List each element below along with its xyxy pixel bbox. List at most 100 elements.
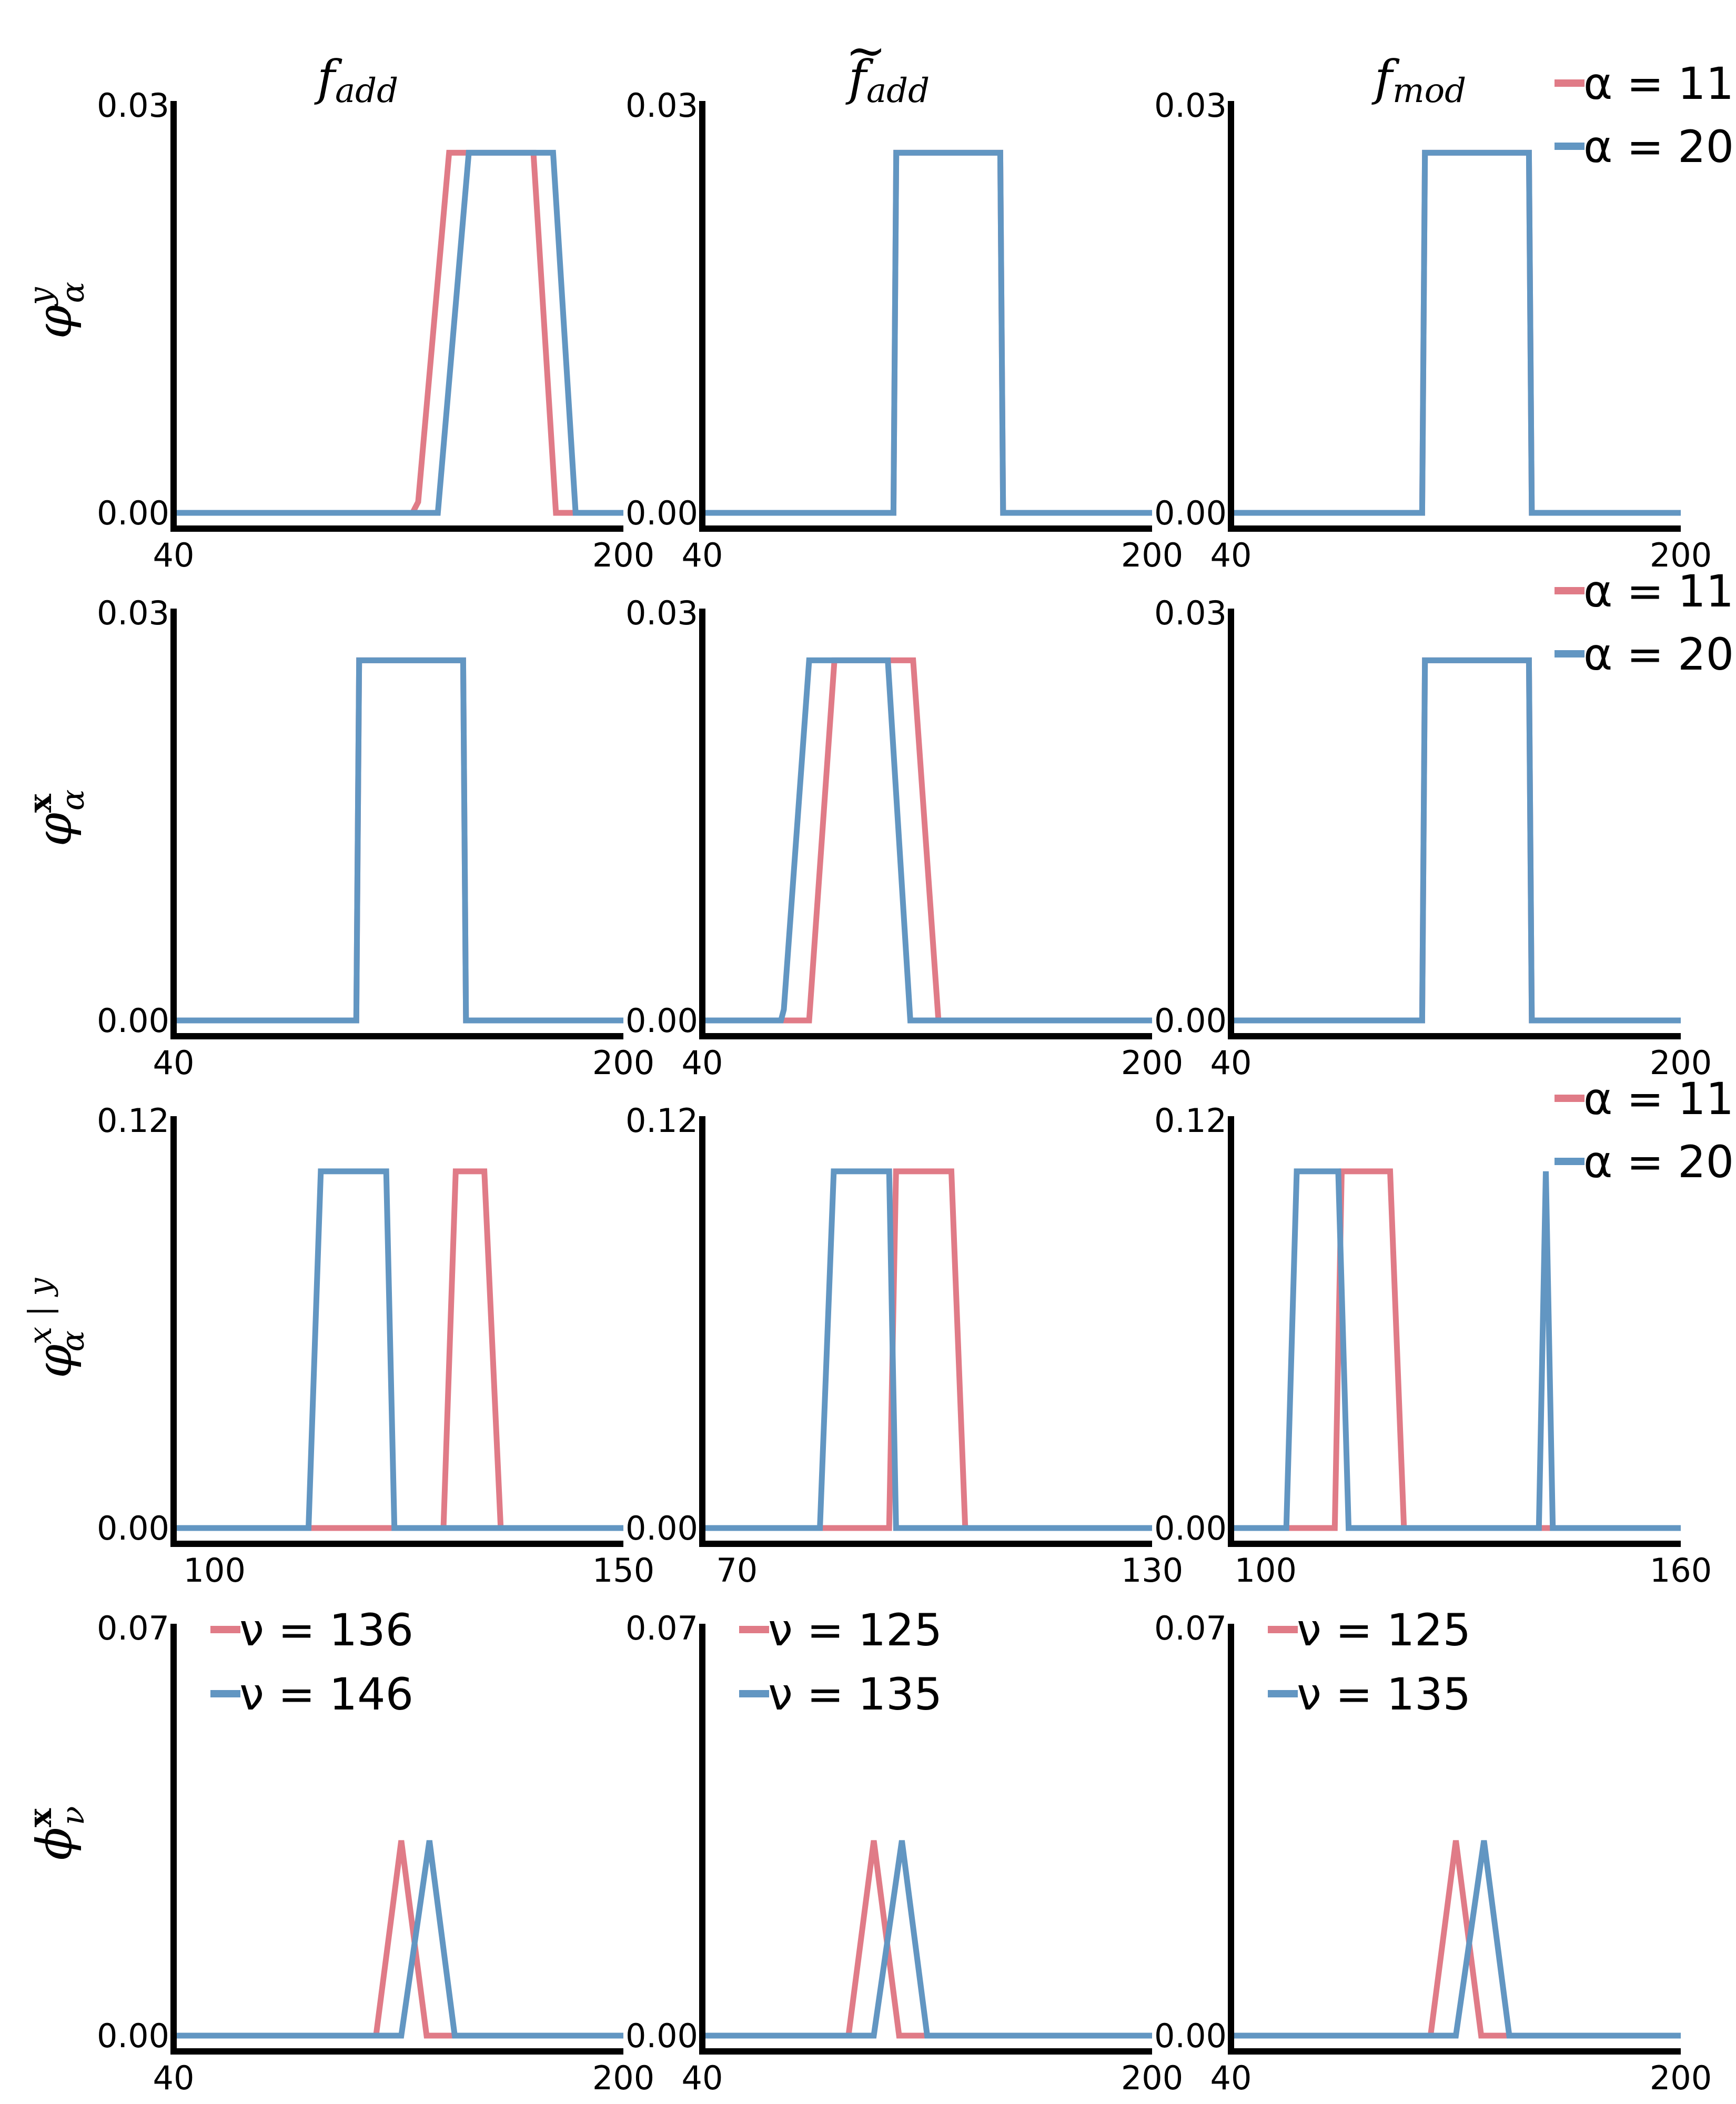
series-line-blue-r3-c0 <box>174 1840 623 2039</box>
legend-inset-r3-c1: ν = 125 ν = 135 <box>739 1604 942 1720</box>
legend-label: ν = 125 <box>1297 1604 1471 1656</box>
legend-label: α = 11 <box>1583 1073 1734 1125</box>
series-line-red-r3-c1 <box>702 1840 1152 2039</box>
series-line-blue-r0-c2 <box>1231 149 1681 516</box>
panel-r3-c1: 0.00 0.07 40 200 <box>625 1609 1183 2097</box>
y-tick-label-min: 0.00 <box>1154 1002 1227 1040</box>
legends: α = 11 α = 20 α = 11 α = 20 α = 11 α = 20 ν = … <box>210 58 1734 1720</box>
series-line-blue-r2-c0 <box>174 1168 623 1531</box>
x-tick-label-min: 100 <box>184 1551 246 1590</box>
panel-r0-c0: 0.00 0.03 40 200 <box>97 86 654 574</box>
legend-label: ν = 135 <box>768 1668 942 1720</box>
y-tick-label-min: 0.00 <box>625 494 698 532</box>
series-line-blue-r1-c1 <box>702 657 1152 1024</box>
x-tick-label-min: 100 <box>1235 1551 1297 1590</box>
legend-right-r2: α = 11 α = 20 <box>1555 1073 1734 1188</box>
x-tick-label-max: 200 <box>592 1044 654 1082</box>
x-tick-label-min: 40 <box>153 1044 195 1082</box>
row-label-phi-x-given-y-alpha: φx | yα <box>22 1278 92 1379</box>
series-line-red-r2-c0 <box>174 1168 623 1531</box>
x-tick-label-max: 200 <box>1650 1044 1712 1082</box>
x-tick-label-min: 40 <box>682 1044 723 1082</box>
x-tick-label-min: 40 <box>682 536 723 574</box>
panel-r0-c2: 0.00 0.03 40 200 <box>1154 86 1712 574</box>
series-line-blue-r2-c2 <box>1231 1168 1681 1531</box>
y-tick-label-min: 0.00 <box>625 1002 698 1040</box>
series-line-red-r2-c2 <box>1231 1168 1681 1531</box>
x-tick-label-min: 40 <box>153 536 195 574</box>
legend-label: α = 20 <box>1583 121 1734 173</box>
tilde-accent: ~ <box>845 23 886 79</box>
legend-label: ν = 135 <box>1297 1668 1471 1720</box>
series-line-red-r1-c1 <box>702 657 1152 1024</box>
x-tick-label-max: 200 <box>1650 536 1712 574</box>
series-line-red-r1-c2 <box>1231 657 1681 1024</box>
row-label-varphi-x-nu: ϕxν <box>22 1806 92 1860</box>
y-tick-label-min: 0.00 <box>625 1509 698 1547</box>
x-tick-label-max: 200 <box>1650 2059 1712 2097</box>
legend-label: ν = 125 <box>768 1604 942 1656</box>
series-line-red-r1-c0 <box>174 657 623 1024</box>
series-line-blue-r0-c0 <box>174 149 623 516</box>
legend-label: ν = 146 <box>239 1668 413 1720</box>
y-tick-label-min: 0.00 <box>97 1002 169 1040</box>
x-tick-label-min: 40 <box>682 2059 723 2097</box>
panel-r0-c1: 0.00 0.03 40 200 <box>625 86 1183 574</box>
series-line-blue-r2-c1 <box>702 1168 1152 1531</box>
series-line-red-r3-c0 <box>174 1840 623 2039</box>
y-tick-label-min: 0.00 <box>1154 1509 1227 1547</box>
column-titles: fadd fadd ~ fmod <box>314 23 1466 110</box>
row-labels: φyα φxα φx | yα ϕxν <box>22 282 92 1860</box>
x-tick-label-min: 40 <box>1210 2059 1252 2097</box>
y-tick-label-min: 0.00 <box>97 2017 169 2055</box>
y-tick-label-max: 0.03 <box>625 594 698 632</box>
x-tick-label-max: 200 <box>592 2059 654 2097</box>
x-tick-label-max: 200 <box>1121 1044 1183 1082</box>
y-tick-label-max: 0.03 <box>97 86 169 125</box>
y-tick-label-max: 0.03 <box>1154 86 1227 125</box>
panel-r2-c1: 0.00 0.12 70 130 <box>625 1101 1183 1590</box>
series-line-blue-r3-c2 <box>1231 1840 1681 2039</box>
legend-label: α = 20 <box>1583 629 1734 680</box>
row-label-phi-x-alpha: φxα <box>22 790 92 847</box>
y-tick-label-min: 0.00 <box>1154 494 1227 532</box>
y-tick-label-min: 0.00 <box>625 2017 698 2055</box>
panel-r1-c2: 0.00 0.03 40 200 <box>1154 594 1712 1082</box>
y-tick-label-min: 0.00 <box>1154 2017 1227 2055</box>
legend-inset-r3-c0: ν = 136 ν = 146 <box>210 1604 413 1720</box>
series-line-red-r3-c2 <box>1231 1840 1681 2039</box>
y-tick-label-max: 0.07 <box>97 1609 169 1647</box>
x-tick-label-max: 200 <box>1121 2059 1183 2097</box>
panel-r2-c2: 0.00 0.12 100 160 <box>1154 1101 1712 1590</box>
x-tick-label-min: 40 <box>1210 536 1252 574</box>
y-tick-label-max: 0.03 <box>97 594 169 632</box>
series-line-red-r0-c1 <box>702 149 1152 516</box>
series-line-red-r2-c1 <box>702 1168 1152 1531</box>
y-tick-label-max: 0.12 <box>97 1101 169 1140</box>
y-tick-label-max: 0.03 <box>625 86 698 125</box>
panel-r1-c0: 0.00 0.03 40 200 <box>97 594 654 1082</box>
panel-r2-c0: 0.00 0.12 100 150 <box>97 1101 654 1590</box>
y-tick-label-max: 0.03 <box>1154 594 1227 632</box>
series-line-blue-r1-c0 <box>174 657 623 1024</box>
series-line-blue-r0-c1 <box>702 149 1152 516</box>
column-title-f-tilde-add: fadd ~ <box>845 23 930 110</box>
series-line-blue-r1-c2 <box>1231 657 1681 1024</box>
x-tick-label-min: 40 <box>153 2059 195 2097</box>
legend-label: α = 20 <box>1583 1136 1734 1188</box>
row-label-phi-y-alpha: φyα <box>22 282 92 339</box>
y-tick-label-min: 0.00 <box>97 494 169 532</box>
y-tick-label-max: 0.12 <box>1154 1101 1227 1140</box>
y-tick-label-max: 0.12 <box>625 1101 698 1140</box>
y-tick-label-min: 0.00 <box>97 1509 169 1547</box>
y-tick-label-max: 0.07 <box>1154 1609 1227 1647</box>
y-tick-label-max: 0.07 <box>625 1609 698 1647</box>
x-tick-label-min: 40 <box>1210 1044 1252 1082</box>
legend-label: α = 11 <box>1583 58 1734 109</box>
x-tick-label-max: 150 <box>592 1551 654 1590</box>
x-tick-label-max: 160 <box>1650 1551 1712 1590</box>
legend-inset-r3-c2: ν = 125 ν = 135 <box>1268 1604 1471 1720</box>
series-line-red-r0-c2 <box>1231 149 1681 516</box>
